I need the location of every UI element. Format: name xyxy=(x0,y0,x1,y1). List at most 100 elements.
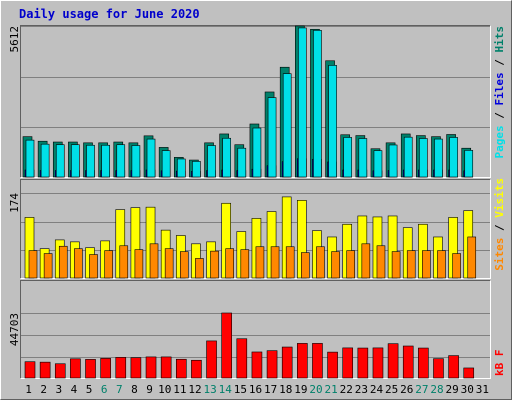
bar-sites xyxy=(58,245,68,279)
panel-border-light xyxy=(20,25,491,178)
legend-entry: Visits xyxy=(493,178,506,218)
bar-pages xyxy=(419,138,428,178)
x-axis-day-label: 11 xyxy=(173,383,186,396)
bar-kbytes xyxy=(54,363,66,379)
bar-sites xyxy=(361,243,371,279)
bar-sites xyxy=(240,249,250,279)
x-axis-day-label: 5 xyxy=(86,383,93,396)
x-axis-day-label: 19 xyxy=(294,383,307,396)
x-axis-day-label: 16 xyxy=(249,383,262,396)
bar-pages xyxy=(55,144,65,178)
bar-sites xyxy=(316,246,325,279)
bar-kbytes xyxy=(281,346,293,379)
bar-kbytes xyxy=(206,340,217,379)
bar-kbytes xyxy=(236,338,248,379)
bar-pages xyxy=(282,73,292,178)
bar-kbytes xyxy=(266,350,278,379)
bar-kbytes xyxy=(433,358,444,379)
bar-pages xyxy=(343,137,353,178)
x-axis-day-label: 13 xyxy=(203,383,216,396)
bar-pages xyxy=(237,147,247,178)
bar-kbytes xyxy=(327,351,338,379)
x-axis-day-label: 17 xyxy=(264,383,277,396)
x-axis-day-label: 18 xyxy=(279,383,292,396)
bar-pages xyxy=(298,27,307,178)
bar-sites xyxy=(89,254,98,279)
bar-sites xyxy=(422,250,431,279)
x-axis-day-label: 9 xyxy=(146,383,153,396)
bar-pages xyxy=(71,144,80,178)
bar-pages xyxy=(101,144,110,178)
bar-sites xyxy=(391,251,401,279)
x-axis-day-label: 24 xyxy=(370,383,384,396)
bar-pages xyxy=(222,137,231,178)
bar-kbytes xyxy=(402,345,414,379)
x-axis-day-label: 1 xyxy=(25,383,32,396)
bar-kbytes xyxy=(191,359,202,379)
panel-border-light xyxy=(20,280,491,379)
bar-pages xyxy=(176,158,186,178)
bar-sites xyxy=(179,251,189,279)
bar-sites xyxy=(210,250,219,279)
bar-sites xyxy=(301,252,310,279)
legend-entry: Hits xyxy=(493,26,506,53)
x-axis-day-label: 21 xyxy=(325,383,338,396)
bar-pages xyxy=(358,138,368,178)
bar-kbytes xyxy=(357,347,369,379)
x-axis-day-label: 12 xyxy=(188,383,201,396)
x-axis-day-label: 27 xyxy=(415,383,428,396)
x-axis-day-label: 3 xyxy=(56,383,63,396)
bar-sites xyxy=(104,250,113,279)
bar-kbytes xyxy=(342,347,354,379)
bar-sites xyxy=(346,250,356,279)
bar-kbytes xyxy=(463,367,475,379)
bar-kbytes xyxy=(100,358,111,379)
legend-kbytes: kB F xyxy=(493,350,506,377)
bar-kbytes xyxy=(70,358,81,379)
bar-kbytes xyxy=(115,357,127,379)
x-axis-day-label: 29 xyxy=(446,383,459,396)
x-axis-day-label: 30 xyxy=(461,383,474,396)
bar-sites xyxy=(285,246,295,279)
panel-border-dark xyxy=(20,25,491,178)
legend-entry: / xyxy=(493,106,506,126)
bar-sites xyxy=(74,248,83,279)
x-axis-day-label: 23 xyxy=(355,383,368,396)
legend-entry: Pages xyxy=(493,125,506,158)
bar-pages xyxy=(161,150,171,178)
bar-sites xyxy=(195,258,204,279)
x-axis-day-label: 22 xyxy=(340,383,353,396)
y-axis-max-label: 5612 xyxy=(8,26,21,53)
legend-entry: Files xyxy=(493,72,506,105)
bar-pages xyxy=(388,144,398,178)
bar-kbytes xyxy=(312,343,323,379)
bar-pages xyxy=(328,65,337,178)
x-axis-day-label: 28 xyxy=(430,383,443,396)
bar-sites xyxy=(255,246,265,279)
bar-sites xyxy=(406,250,416,279)
bar-pages xyxy=(192,161,201,178)
bar-sites xyxy=(270,246,280,279)
legend-entry: / xyxy=(493,53,506,73)
x-axis-day-label: 6 xyxy=(101,383,108,396)
bar-kbytes xyxy=(372,347,384,379)
bar-sites xyxy=(376,245,386,279)
bar-kbytes xyxy=(418,347,429,379)
bar-kbytes xyxy=(39,361,51,379)
panel-border-light xyxy=(20,179,491,279)
bar-pages xyxy=(146,138,156,178)
bar-kbytes xyxy=(145,356,157,379)
bar-pages xyxy=(403,136,413,178)
bar-pages xyxy=(25,139,35,178)
bar-sites xyxy=(149,243,159,279)
y-axis-max-label: 44703 xyxy=(8,313,21,346)
bar-kbytes xyxy=(221,312,232,379)
y-axis-max-label: 174 xyxy=(8,193,21,213)
bar-kbytes xyxy=(448,355,459,379)
bar-kbytes xyxy=(175,358,187,379)
x-axis-day-label: 15 xyxy=(234,383,247,396)
bar-pages xyxy=(131,145,141,178)
x-axis-day-label: 14 xyxy=(219,383,233,396)
